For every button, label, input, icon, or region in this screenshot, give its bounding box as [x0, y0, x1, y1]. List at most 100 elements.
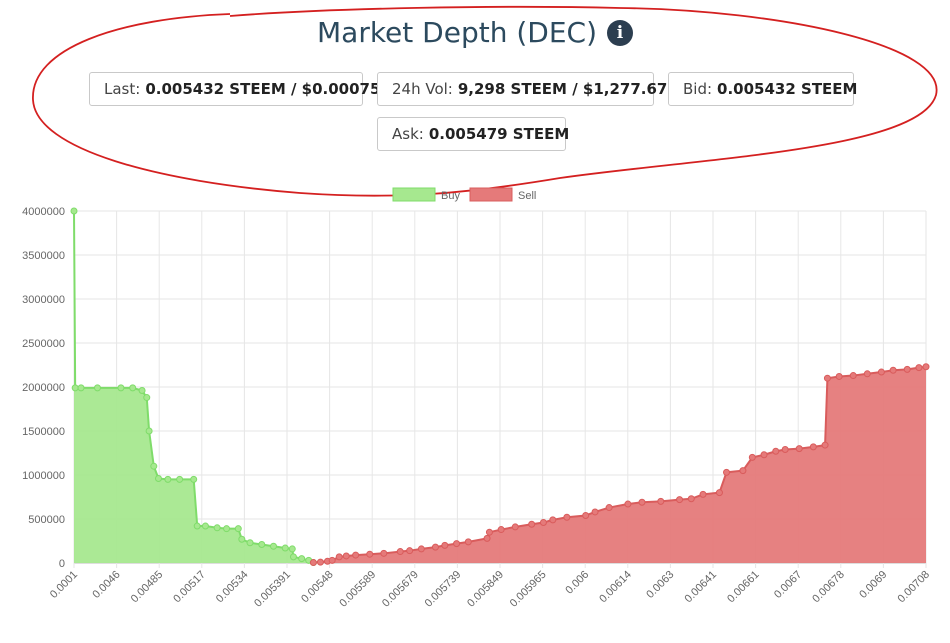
buy-point	[234, 525, 242, 533]
bid-value: 0.005432 STEEM	[717, 80, 858, 98]
buy-point	[298, 555, 306, 563]
x-tick-label: 0.005739	[423, 569, 464, 610]
buy-point	[150, 462, 158, 470]
x-tick-label: 0.00661	[725, 569, 762, 606]
sell-point	[795, 445, 803, 453]
buy-point	[289, 553, 297, 561]
sell-point	[335, 553, 343, 561]
buy-point	[190, 475, 198, 483]
buy-point	[223, 525, 231, 533]
sell-point	[352, 551, 360, 559]
buy-point	[213, 524, 221, 532]
buy-point	[270, 542, 278, 550]
x-tick-label: 0.00641	[683, 569, 720, 606]
y-tick-label: 4000000	[22, 206, 65, 218]
x-tick-label: 0.0069	[857, 569, 889, 601]
sell-point	[863, 370, 871, 378]
buy-point	[281, 544, 289, 552]
buy-point	[93, 384, 101, 392]
sell-point	[309, 559, 317, 567]
y-axis: 4000000 3500000 3000000 2500000 2000000 15000…	[22, 206, 65, 570]
last-price-box: Last: 0.005432 STEEM / $0.00075	[89, 72, 380, 106]
sell-point	[396, 548, 404, 556]
sell-point	[638, 498, 646, 506]
x-tick-label: 0.005849	[465, 569, 506, 610]
buy-legend-label: Buy	[441, 190, 460, 202]
buy-point	[193, 522, 201, 530]
x-tick-label: 0.005965	[508, 569, 549, 610]
buy-point	[258, 541, 266, 549]
x-tick-label: 0.0046	[90, 569, 122, 601]
sell-point	[772, 447, 780, 455]
x-tick-label: 0.0063	[644, 569, 676, 601]
sell-point	[781, 445, 789, 453]
sell-point	[441, 541, 449, 549]
sell-point	[485, 528, 493, 536]
y-tick-label: 500000	[28, 514, 65, 526]
buy-point	[117, 384, 125, 392]
x-tick-label: 0.00548	[299, 569, 336, 606]
sell-point	[715, 489, 723, 497]
sell-point	[431, 543, 439, 551]
x-tick-label: 0.00708	[896, 569, 933, 606]
ask-box: Ask: 0.005479 STEEM	[377, 117, 569, 151]
buy-point	[246, 539, 254, 547]
ask-label: Ask:	[392, 125, 424, 143]
x-tick-label: 0.005391	[252, 569, 293, 610]
buy-point	[77, 384, 85, 392]
page-title: Market Depth (DEC)	[317, 16, 597, 49]
volume-box: 24h Vol: 9,298 STEEM / $1,277.67	[377, 72, 667, 106]
sell-point	[922, 363, 930, 371]
buy-point	[154, 475, 162, 483]
y-tick-label: 3500000	[22, 250, 65, 262]
x-tick-label: 0.00614	[597, 569, 634, 606]
x-tick-label: 0.00534	[214, 569, 251, 606]
sell-point	[417, 545, 425, 553]
sell-point	[406, 547, 414, 555]
sell-point	[528, 520, 536, 528]
sell-point	[809, 443, 817, 451]
sell-point	[582, 511, 590, 519]
buy-point	[71, 384, 79, 392]
buy-point	[70, 207, 78, 215]
sell-point	[605, 504, 613, 512]
x-tick-label: 0.005589	[337, 569, 378, 610]
sell-point	[591, 508, 599, 516]
buy-legend-swatch	[392, 187, 436, 202]
last-price-label: Last:	[104, 80, 141, 98]
sell-point	[835, 372, 843, 380]
buy-point	[288, 545, 296, 553]
bid-box: Bid: 0.005432 STEEM	[668, 72, 858, 106]
x-tick-label: 0.00678	[810, 569, 847, 606]
sell-point	[687, 495, 695, 503]
buy-point	[201, 522, 209, 530]
sell-point	[483, 534, 491, 542]
buy-point	[238, 535, 246, 543]
chart-legend: Buy Sell	[392, 187, 536, 202]
y-tick-label: 2000000	[22, 382, 65, 394]
bid-label: Bid:	[683, 80, 713, 98]
sell-point	[915, 364, 923, 372]
y-tick-label: 0	[59, 558, 65, 570]
sell-point	[549, 516, 557, 524]
last-price-value: 0.005432 STEEM / $0.00075	[145, 80, 381, 98]
x-tick-label: 0.00485	[129, 569, 166, 606]
sell-point	[464, 538, 472, 546]
buy-point	[176, 475, 184, 483]
sell-point	[676, 496, 684, 504]
sell-legend-swatch	[469, 187, 513, 202]
sell-area	[313, 366, 926, 563]
chart-points	[70, 207, 930, 567]
info-icon[interactable]: i	[607, 19, 633, 46]
buy-point	[164, 475, 172, 483]
sell-point	[380, 549, 388, 557]
x-axis: 0.0001 0.0046 0.00485 0.00517 0.00534 0.00539…	[48, 569, 932, 610]
x-tick-label: 0.0067	[772, 569, 804, 601]
sell-point	[699, 490, 707, 498]
sell-line	[313, 365, 927, 564]
sell-point	[316, 558, 324, 566]
sell-point	[823, 374, 831, 382]
buy-point	[138, 387, 146, 395]
x-tick-label: 0.00517	[171, 569, 208, 606]
sell-point	[539, 519, 547, 527]
